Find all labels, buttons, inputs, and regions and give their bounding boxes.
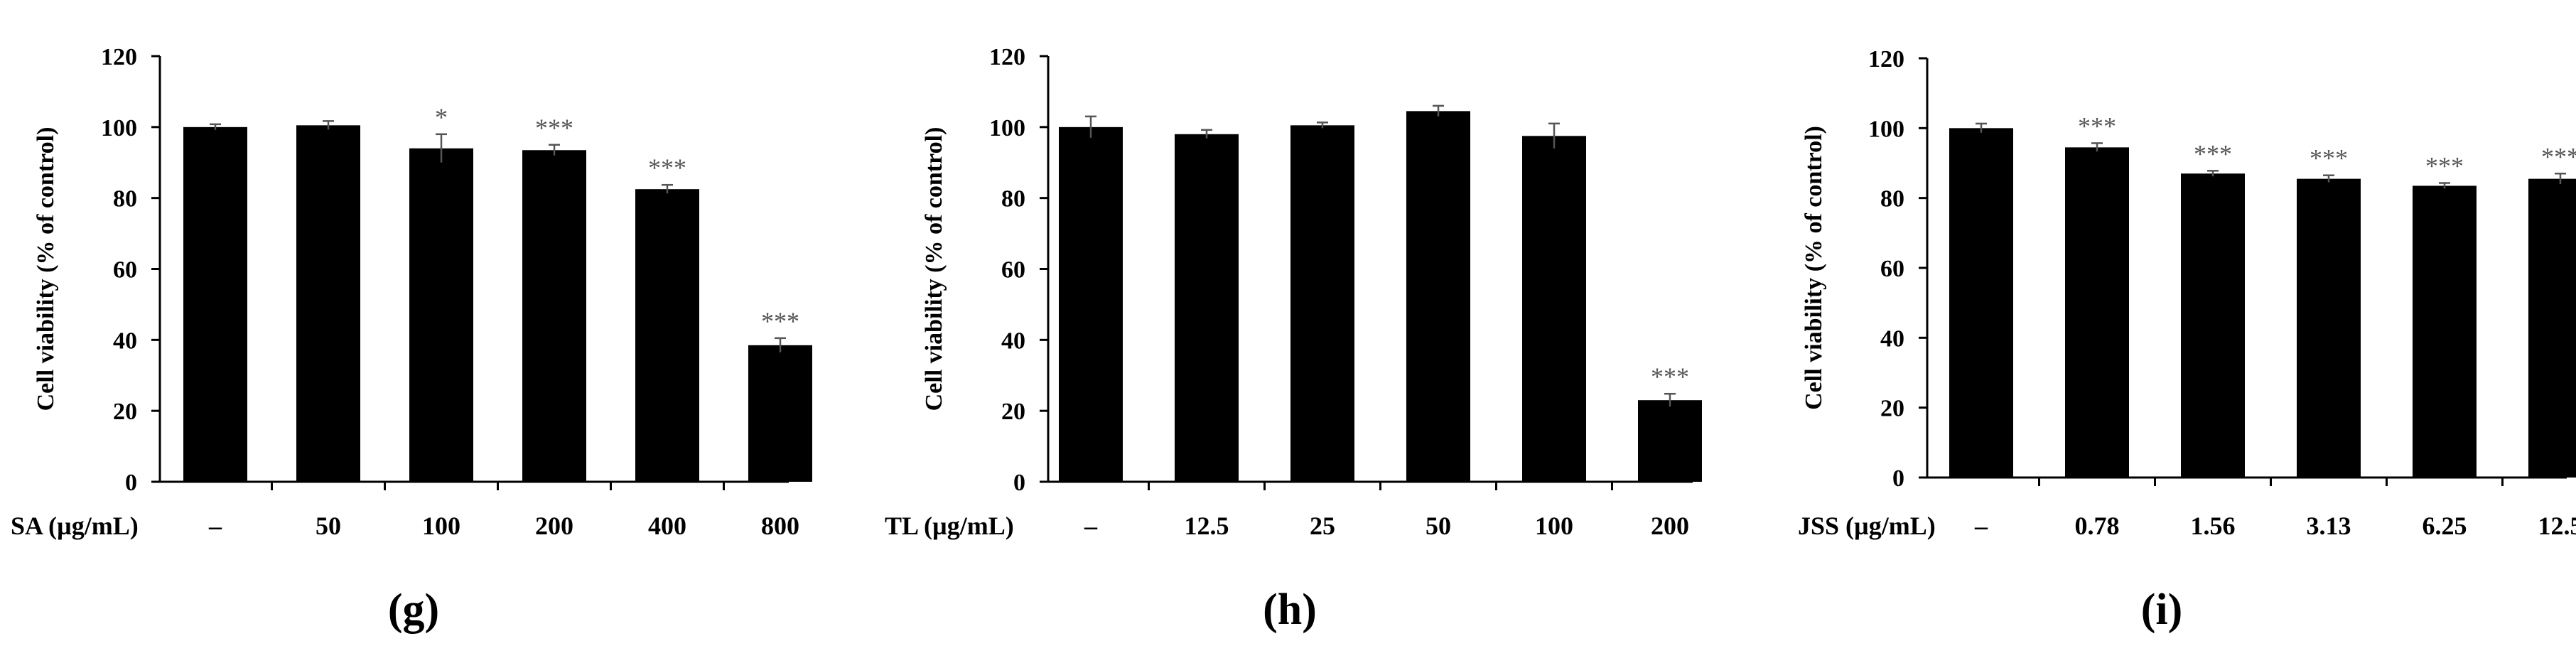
panel-label: (h) <box>1263 586 1317 634</box>
bar <box>1406 111 1470 482</box>
y-tick-label: 20 <box>113 399 137 425</box>
y-tick-label: 0 <box>125 470 137 496</box>
x-category-label: 200 <box>535 512 573 540</box>
y-tick-label: 0 <box>1892 465 1904 492</box>
significance-marker: *** <box>2425 152 2464 180</box>
y-tick-label: 100 <box>989 115 1025 141</box>
y-tick-label: 100 <box>101 115 137 141</box>
bar <box>635 189 699 482</box>
bar <box>183 126 247 482</box>
y-axis-label: Cell viability (% of control) <box>921 127 947 411</box>
chart-panel-h: 0 20 40 60 80 100 120 – 12.5 25 50 100 200 *** Cell vi… <box>885 44 1702 634</box>
x-category-label: 50 <box>316 512 341 540</box>
x-category-label: 25 <box>1310 512 1335 540</box>
y-tick-label: 80 <box>1880 186 1904 212</box>
y-tick-label: 120 <box>101 44 137 70</box>
significance-marker: *** <box>761 307 799 335</box>
y-tick-label: 100 <box>1868 116 1904 142</box>
panel-label: (g) <box>388 586 439 634</box>
bar <box>2297 178 2361 478</box>
bar <box>2181 173 2245 478</box>
significance-marker: *** <box>2078 112 2116 140</box>
x-axis-label: TL (µg/mL) <box>885 512 1014 540</box>
y-tick-label: 40 <box>1880 325 1904 352</box>
y-tick-label: 20 <box>1001 399 1025 425</box>
bar <box>1175 134 1239 482</box>
y-tick-label: 80 <box>1001 186 1025 212</box>
y-tick-label: 80 <box>113 186 137 212</box>
y-tick-label: 60 <box>1880 256 1904 282</box>
y-tick-label: 40 <box>1001 328 1025 354</box>
bar <box>1638 400 1702 482</box>
x-category-label: 100 <box>422 512 460 540</box>
y-tick-label: 60 <box>1001 257 1025 284</box>
panel-label: (i) <box>2141 586 2183 634</box>
x-category-label: – <box>1974 512 1988 540</box>
x-category-label: – <box>208 512 222 540</box>
x-category-label: 12.5 <box>2538 512 2576 540</box>
bar <box>2065 147 2129 478</box>
bar <box>522 150 586 482</box>
bar <box>2528 178 2576 478</box>
bar <box>748 345 812 482</box>
y-tick-label: 120 <box>989 44 1025 70</box>
y-axis-label: Cell viability (% of control) <box>1801 126 1827 410</box>
x-category-label: 50 <box>1426 512 1451 540</box>
y-tick-label: 40 <box>113 328 137 354</box>
bar <box>409 148 473 482</box>
significance-marker: *** <box>1651 362 1689 391</box>
bar <box>1522 136 1586 482</box>
x-category-label: 0.78 <box>2075 512 2120 540</box>
significance-marker: *** <box>2194 139 2232 168</box>
bar <box>2413 185 2477 478</box>
x-category-label: 100 <box>1535 512 1573 540</box>
bar <box>1949 128 2013 478</box>
bar <box>296 125 360 482</box>
significance-marker: *** <box>535 114 573 142</box>
x-category-label: 6.25 <box>2423 512 2467 540</box>
x-category-label: 400 <box>648 512 686 540</box>
chart-panel-g: 0 20 40 60 80 100 120 – 50 100 * 200 *** 400 *** 800 ***… <box>11 44 812 634</box>
bar <box>1290 125 1354 482</box>
y-tick-label: 20 <box>1880 396 1904 422</box>
x-axis-label: SA (µg/mL) <box>11 512 139 540</box>
x-category-label: 200 <box>1651 512 1689 540</box>
x-category-label: 1.56 <box>2191 512 2236 540</box>
x-category-label: – <box>1084 512 1098 540</box>
y-tick-label: 60 <box>113 257 137 284</box>
bar <box>1059 126 1123 482</box>
significance-marker: * <box>435 103 448 131</box>
y-tick-label: 120 <box>1868 46 1904 72</box>
significance-marker: *** <box>648 153 686 182</box>
x-category-label: 800 <box>761 512 799 540</box>
chart-panel-i: 0 20 40 60 80 100 120 – 0.78 *** 1.56 *** 3.13 *** 6.2… <box>1798 46 2576 634</box>
x-category-label: 12.5 <box>1185 512 1229 540</box>
x-axis-label: JSS (µg/mL) <box>1798 512 1936 540</box>
significance-marker: *** <box>2310 144 2348 173</box>
y-axis-label: Cell viability (% of control) <box>33 127 59 411</box>
x-category-label: 3.13 <box>2307 512 2351 540</box>
y-tick-label: 0 <box>1013 470 1025 496</box>
significance-marker: *** <box>2541 142 2576 171</box>
